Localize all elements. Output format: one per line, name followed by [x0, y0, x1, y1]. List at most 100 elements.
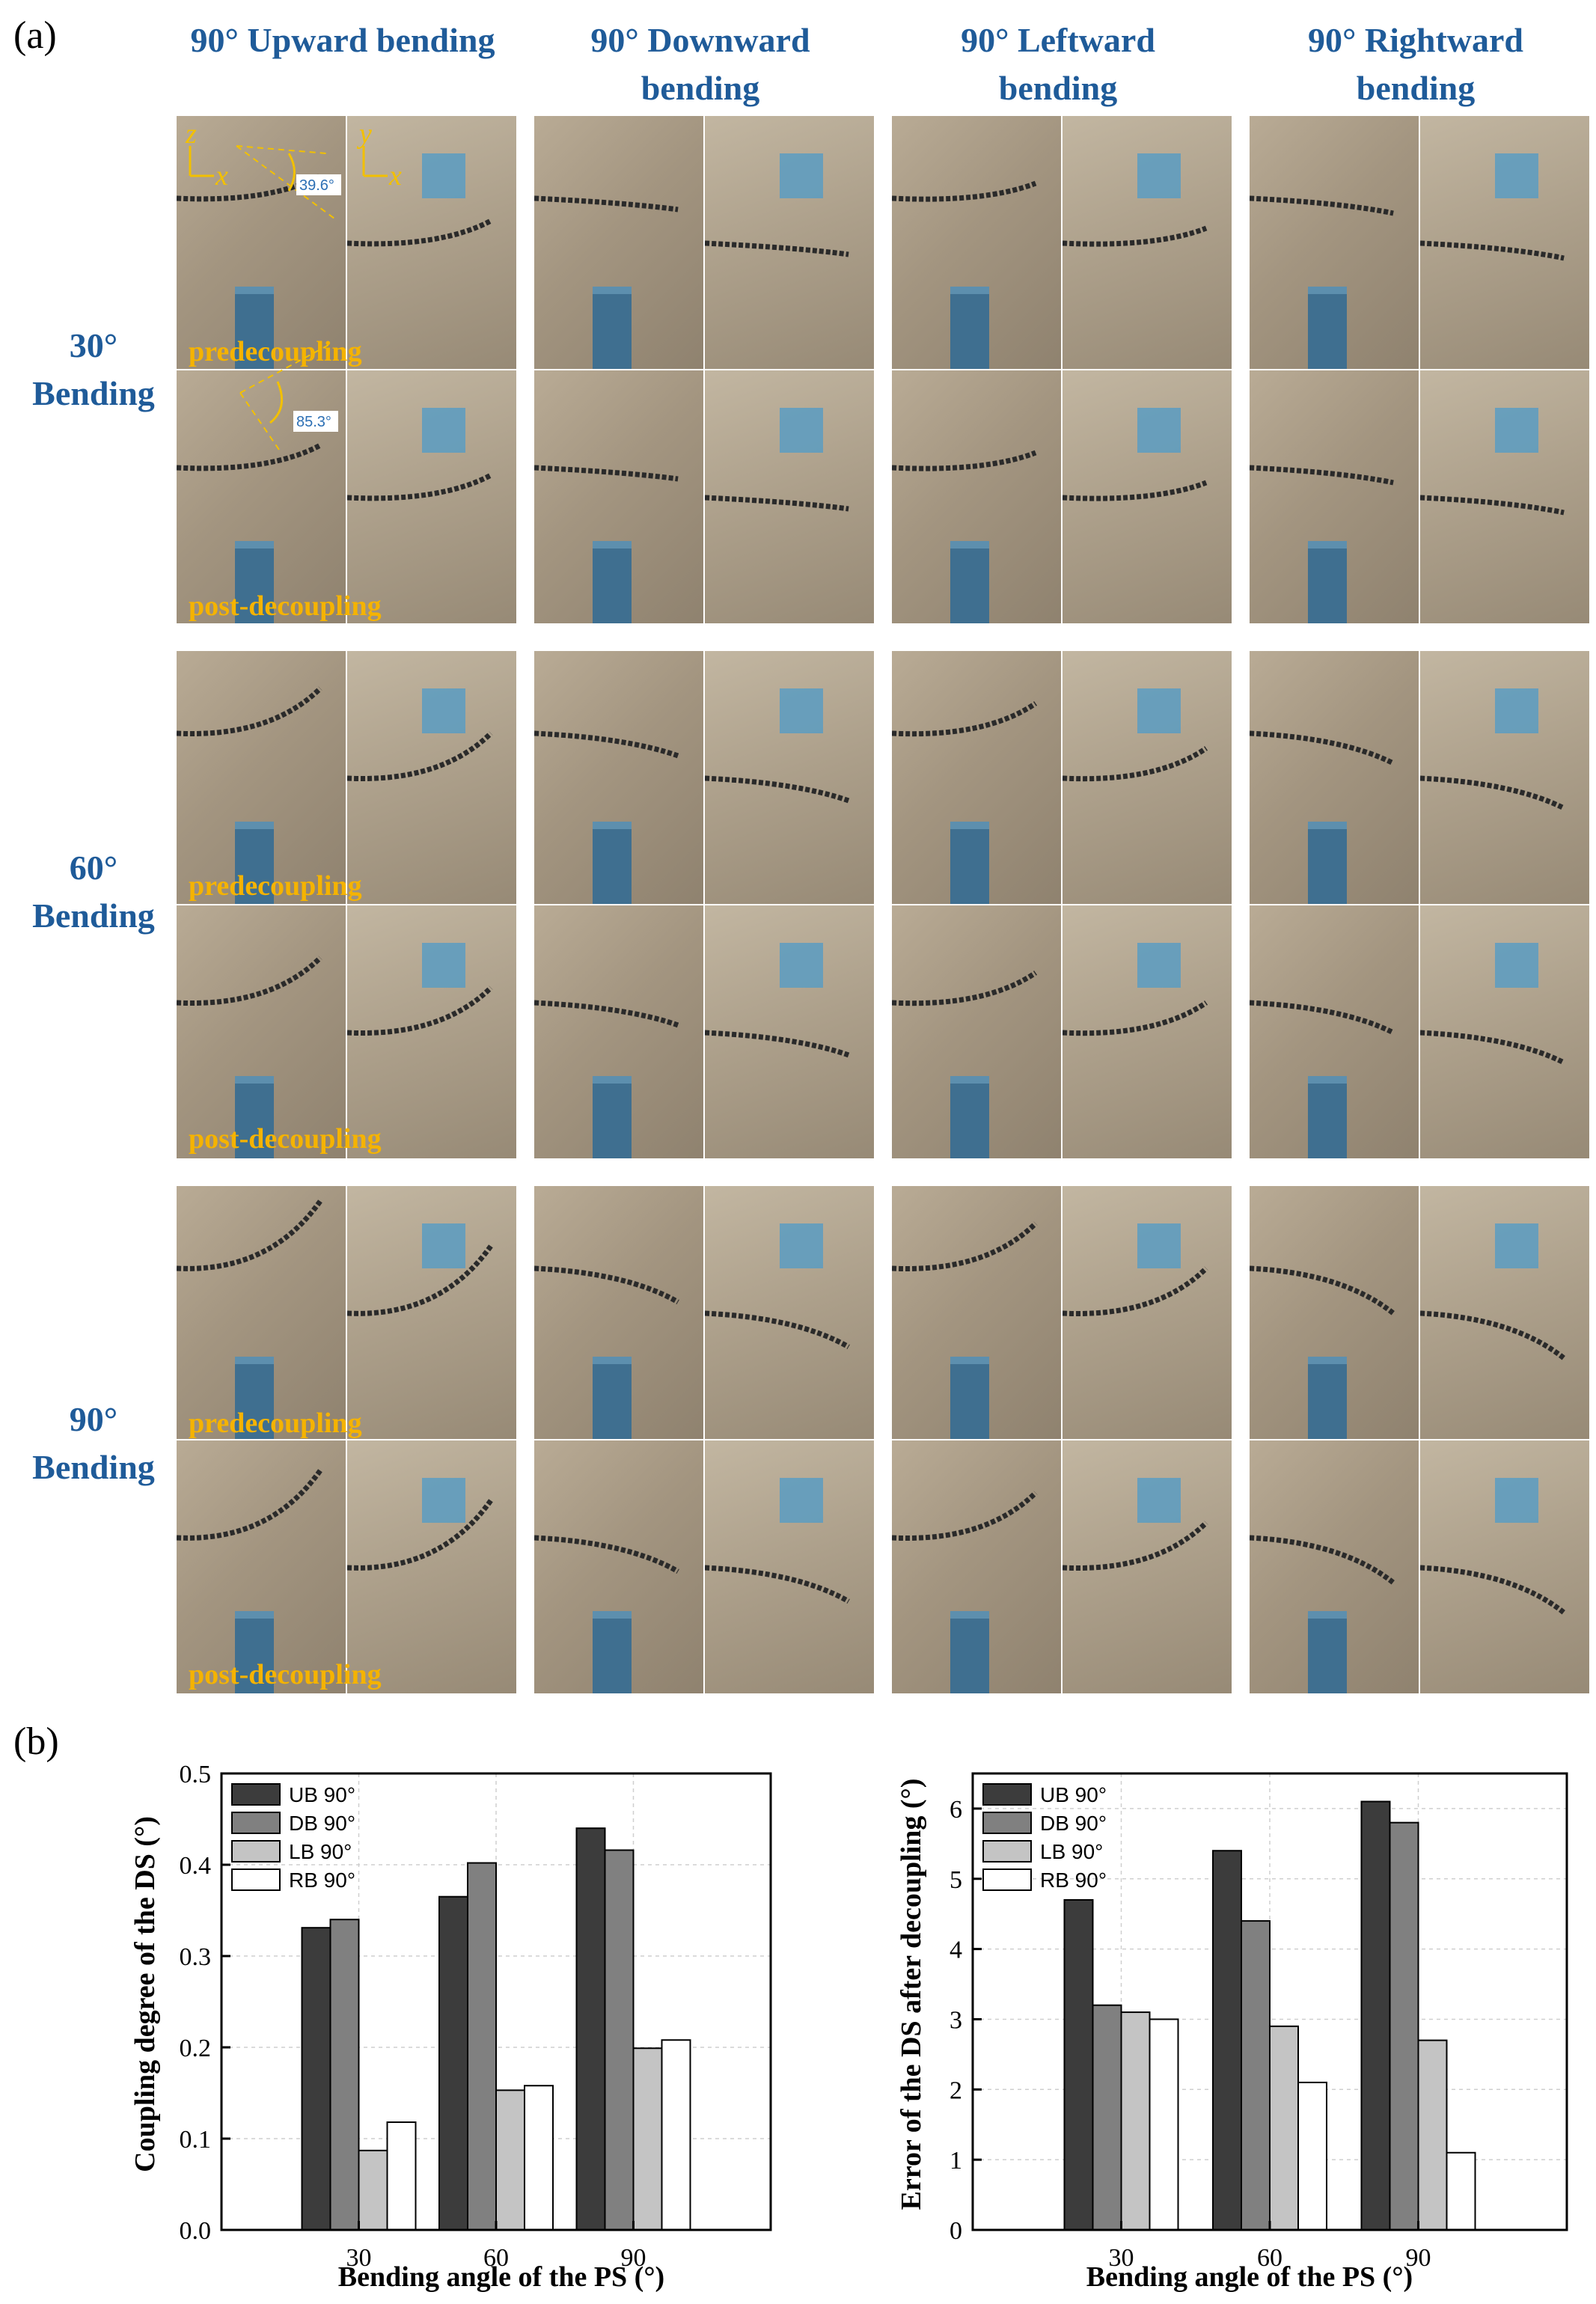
- foam-cube: [1495, 688, 1538, 733]
- continuum-robot: [177, 1199, 322, 1271]
- continuum-robot: [347, 472, 492, 501]
- foam-block: [950, 1076, 989, 1158]
- continuum-robot: [892, 1491, 1038, 1541]
- y-tick-label: 0.4: [180, 1852, 212, 1880]
- photo-90-upward-pre-top-view: [347, 1186, 516, 1439]
- bar-ub-60: [438, 1895, 468, 2231]
- photo-30-downward-pre-top-view: [705, 116, 874, 369]
- continuum-robot: [1250, 1535, 1395, 1585]
- foam-block: [1308, 1076, 1347, 1158]
- foam-cube: [422, 943, 465, 988]
- continuum-robot: [892, 180, 1037, 202]
- bar-lb-90: [1417, 2039, 1448, 2231]
- continuum-robot: [347, 1498, 493, 1571]
- foam-cube: [1137, 153, 1181, 198]
- legend-entry: DB 90°: [289, 1812, 355, 1835]
- continuum-robot: [534, 465, 679, 482]
- legend-swatch: [982, 1783, 1032, 1806]
- bar-rb-30: [1149, 2018, 1179, 2231]
- photo-30-leftward-pre-side-view: [892, 116, 1061, 369]
- foam-block: [593, 287, 632, 369]
- photo-90-upward-post-side-view: [177, 1440, 346, 1693]
- legend-entry: DB 90°: [1040, 1812, 1107, 1835]
- axis-label-y: y: [356, 118, 372, 150]
- bar-rb-90: [661, 2039, 691, 2231]
- bar-ub-30: [1063, 1898, 1094, 2231]
- coupling-degree-chart: 0.0 0.1 0.2 0.3 0.4 0.5 30 60 90 UB 90° DB 90° LB …: [129, 1761, 772, 2293]
- continuum-robot: [177, 442, 322, 471]
- foam-cube: [1137, 943, 1181, 988]
- photo-60-upward-pre-top-view: [347, 651, 516, 904]
- continuum-robot: [1063, 1000, 1208, 1036]
- panel-a-label: (a): [13, 14, 57, 57]
- continuum-robot: [1420, 495, 1565, 516]
- continuum-robot: [705, 240, 849, 257]
- column-header-upward: 90° Upward bending: [190, 21, 495, 59]
- angle-marker-post: 85.3°: [239, 343, 338, 453]
- bar-rb-90: [1446, 2151, 1476, 2231]
- photo-90-downward-post-side-view: [534, 1440, 703, 1693]
- continuum-robot: [1420, 1565, 1566, 1615]
- panel-b-label: (b): [13, 1720, 59, 1763]
- bar-lb-60: [1269, 2025, 1299, 2231]
- photo-90-leftward-pre-side-view: [892, 1186, 1061, 1439]
- y-tick-label: 0.1: [180, 2126, 212, 2154]
- photo-60-upward-pre-side-view: [177, 651, 346, 904]
- foam-cube: [780, 943, 823, 988]
- photo-60-leftward-post-side-view: [892, 905, 1061, 1158]
- foam-cube: [780, 1223, 823, 1268]
- x-tick-label: 30: [346, 2244, 372, 2272]
- continuum-robot: [534, 730, 679, 759]
- foam-block: [1308, 1611, 1347, 1693]
- angle-marker-pre: 39.6°: [236, 145, 341, 221]
- continuum-robot: [892, 450, 1037, 471]
- chart-right-axes: [971, 1772, 1568, 2231]
- continuum-robot: [1250, 1000, 1395, 1036]
- bar-ub-60: [1212, 1850, 1242, 2231]
- continuum-robot: [177, 686, 322, 736]
- legend-entry: UB 90°: [1040, 1783, 1107, 1806]
- chart-right-bars: [1063, 1800, 1476, 2231]
- foam-block: [950, 1357, 989, 1439]
- stage-label-predecoupling-60: predecoupling: [189, 870, 362, 902]
- foam-cube: [1495, 408, 1538, 453]
- photo-30-rightward-post-top-view: [1420, 370, 1589, 623]
- axis-icon-top: y x: [356, 118, 402, 192]
- continuum-robot: [1250, 465, 1394, 486]
- x-tick-label: 30: [1109, 2244, 1134, 2272]
- bar-db-90: [604, 1849, 635, 2231]
- x-tick-label: 60: [1257, 2244, 1282, 2272]
- photo-90-downward-pre-side-view: [534, 1186, 703, 1439]
- angle-value-post: 85.3°: [296, 414, 331, 430]
- row-header-30: 30° Bending: [32, 326, 155, 412]
- axis-label-x-top: x: [388, 160, 402, 192]
- chart-left-ylabel: Coupling degree of the DS (°): [129, 1816, 161, 2172]
- photo-30-upward-post-top-view: [347, 370, 516, 623]
- legend-swatch: [231, 1840, 281, 1863]
- chart-left-axes: [220, 1772, 772, 2231]
- row-header-90: 90° Bending: [32, 1400, 155, 1486]
- foam-cube: [780, 688, 823, 733]
- continuum-robot: [534, 1535, 679, 1574]
- foam-cube: [1137, 1223, 1181, 1268]
- photo-60-downward-post-top-view: [705, 905, 874, 1158]
- foam-cube: [1495, 153, 1538, 198]
- legend-swatch: [982, 1868, 1032, 1891]
- foam-block: [593, 822, 632, 904]
- bar-rb-60: [1297, 2081, 1327, 2231]
- stage-label-postdecoupling-90: post-decoupling: [189, 1659, 382, 1690]
- foam-block: [235, 1076, 274, 1158]
- x-tick-label: 90: [621, 2244, 646, 2272]
- photo-30-downward-post-top-view: [705, 370, 874, 623]
- continuum-robot: [534, 195, 679, 213]
- y-tick-label: 4: [950, 1937, 962, 1964]
- bar-db-60: [467, 1862, 497, 2231]
- y-tick-label: 2: [950, 2077, 962, 2104]
- axis-icon-side: z x: [185, 118, 228, 192]
- legend-swatch: [982, 1812, 1032, 1834]
- foam-cube: [780, 408, 823, 453]
- continuum-robot: [534, 1000, 679, 1028]
- foam-cube: [422, 153, 465, 198]
- x-tick-label: 60: [483, 2244, 509, 2272]
- continuum-robot: [705, 495, 849, 512]
